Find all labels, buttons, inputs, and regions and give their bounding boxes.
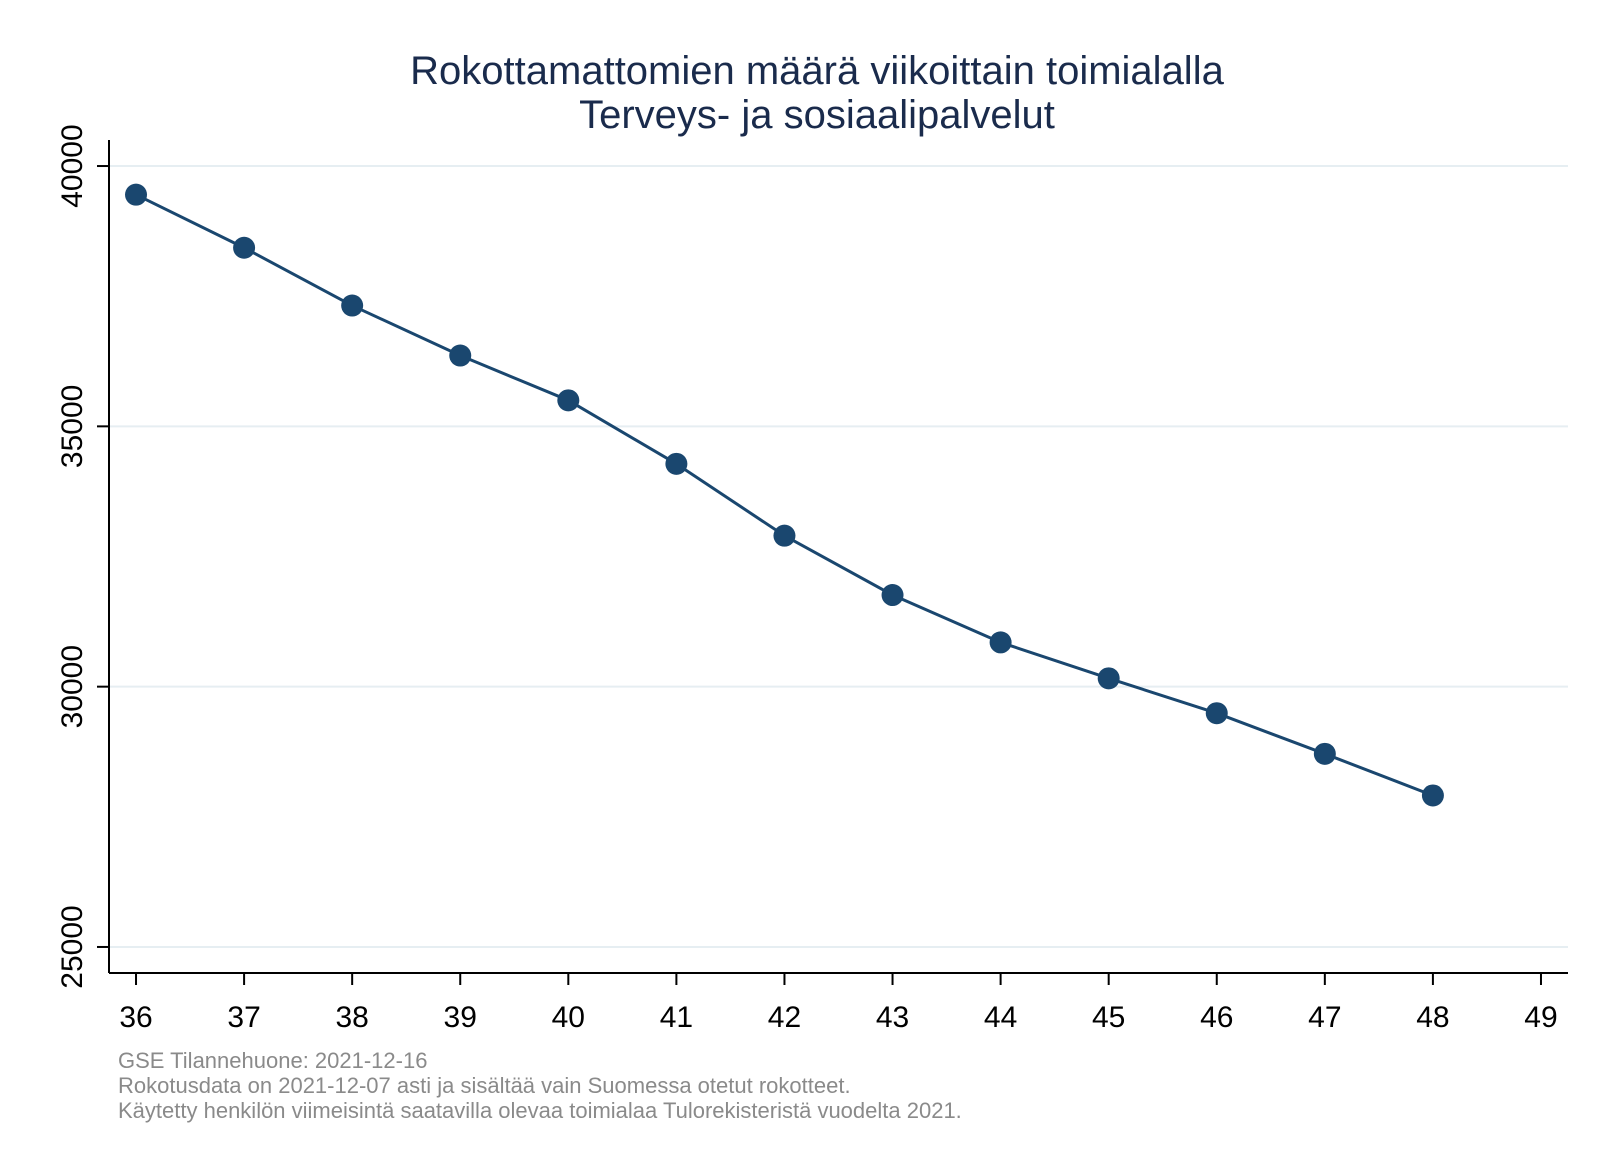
x-ticks: 36 37 38 39 40 41 42 43 44 45 46 47 48 49 xyxy=(119,973,1558,1034)
data-series xyxy=(125,183,1444,807)
y-tick-label-30000: 30000 xyxy=(56,645,89,728)
data-point-week-46 xyxy=(1205,702,1228,725)
data-point-week-43 xyxy=(881,584,904,607)
data-point-week-41 xyxy=(665,452,688,475)
note-line-1: GSE Tilannehuone: 2021-12-16 xyxy=(118,1048,427,1073)
chart-title-line-2: Terveys- ja sosiaalipalvelut xyxy=(579,93,1055,137)
x-tick-label-44: 44 xyxy=(984,1001,1017,1034)
data-point-week-45 xyxy=(1097,667,1120,690)
x-tick-label-42: 42 xyxy=(768,1001,801,1034)
data-point-week-37 xyxy=(233,236,256,259)
y-tick-label-35000: 35000 xyxy=(56,385,89,468)
data-point-week-48 xyxy=(1421,784,1444,807)
chart-notes: GSE Tilannehuone: 2021-12-16 Rokotusdata… xyxy=(118,1048,962,1123)
x-tick-label-37: 37 xyxy=(227,1001,260,1034)
x-tick-label-48: 48 xyxy=(1416,1001,1449,1034)
x-tick-label-45: 45 xyxy=(1092,1001,1125,1034)
chart-title: Rokottamattomien määrä viikoittain toimi… xyxy=(410,49,1224,137)
y-tick-label-25000: 25000 xyxy=(56,905,89,988)
x-tick-label-49: 49 xyxy=(1524,1001,1557,1034)
x-tick-label-38: 38 xyxy=(335,1001,368,1034)
x-tick-label-46: 46 xyxy=(1200,1001,1233,1034)
data-point-week-36 xyxy=(125,183,148,206)
chart-title-line-1: Rokottamattomien määrä viikoittain toimi… xyxy=(410,49,1224,93)
x-tick-label-43: 43 xyxy=(876,1001,909,1034)
data-point-week-40 xyxy=(557,389,580,412)
data-point-week-39 xyxy=(449,344,472,367)
note-line-2: Rokotusdata on 2021-12-07 asti ja sisält… xyxy=(118,1073,851,1098)
x-tick-label-40: 40 xyxy=(552,1001,585,1034)
data-point-week-47 xyxy=(1313,742,1336,765)
x-tick-label-41: 41 xyxy=(660,1001,693,1034)
gridlines xyxy=(109,165,1568,948)
y-tick-label-40000: 40000 xyxy=(56,124,89,207)
data-point-week-42 xyxy=(773,524,796,547)
axes xyxy=(108,140,1568,974)
data-point-week-44 xyxy=(989,631,1012,654)
y-ticks: 25000 30000 35000 40000 xyxy=(56,124,109,989)
x-tick-label-36: 36 xyxy=(119,1001,152,1034)
x-tick-label-39: 39 xyxy=(444,1001,477,1034)
data-point-week-38 xyxy=(341,294,364,317)
x-tick-label-47: 47 xyxy=(1308,1001,1341,1034)
series-line xyxy=(135,193,1434,797)
note-line-3: Käytetty henkilön viimeisintä saatavilla… xyxy=(118,1098,962,1123)
